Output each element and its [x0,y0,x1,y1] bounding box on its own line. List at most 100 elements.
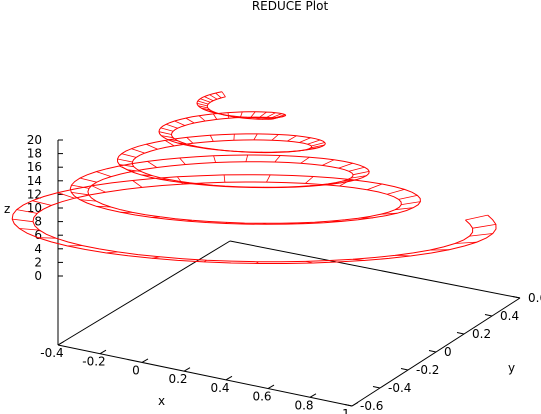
spiral-rung [350,175,367,179]
spiral-rung [209,94,218,100]
x-tick-mark [141,358,149,363]
spiral-rung [322,159,335,166]
spiral-rung [186,137,194,144]
spiral-rung [255,117,263,120]
spiral-rung [146,143,158,150]
x-tick-mark [183,367,191,372]
y-tick-label: 0.4 [500,309,519,323]
spiral-rung [287,135,297,142]
spiral-rung [177,142,187,145]
spiral-rung [131,148,145,154]
spiral-rung [348,166,365,172]
spiral-rung [132,180,143,188]
spiral-rung [342,179,358,182]
spiral-rung [177,176,184,185]
z-tick-label: 16 [27,160,42,174]
z-axis-label: z [4,202,10,216]
z-tick-label: 12 [27,187,42,201]
spiral-rung [221,91,226,98]
spiral-rung [271,134,279,141]
x-ticks: -0.4 -0.2 0 0.2 0.4 0.6 0.8 1 [40,341,359,414]
spiral-rung [117,158,133,163]
y-tick-label: 0.2 [472,327,491,341]
spiral-rung [239,111,243,118]
spiral-rung [255,261,259,264]
y-tick-mark [400,368,409,371]
spiral-rung [266,174,271,183]
spiral-rung [32,200,52,206]
spiral-rung [273,151,281,153]
y-ticks: -0.6 -0.4 -0.2 0 0.2 0.4 0.6 [344,291,541,413]
axes [57,140,521,407]
spiral-rung [259,111,267,118]
y-tick-mark [372,386,381,389]
spiral-rung [164,140,175,147]
back-y-axis-line [57,240,231,346]
spiral-rung [401,201,421,205]
x-axis-label: x [158,394,165,408]
spiral-rung [79,177,97,183]
y-tick-mark [428,350,437,353]
x-tick-mark [351,402,359,407]
spiral-rung [239,116,242,118]
spiral-rung [338,162,353,169]
spiral-rung [105,251,118,254]
spiral-rung [179,157,186,165]
x-tick-label: 0.2 [168,372,187,386]
spiral-rung [71,192,89,196]
spiral-rung [305,261,314,264]
spiral-rung [121,153,137,158]
spiral-rung [387,189,405,195]
spiral-rung [127,169,141,172]
z-tick-label: 2 [34,255,42,269]
spiral-rung [198,105,208,109]
x-tick-mark [225,375,233,381]
spiral-rung [119,165,132,172]
spiral-rung [215,92,222,99]
z-tick-label: 14 [27,174,42,188]
spiral-rung [185,117,195,124]
spiral-rung [472,224,496,229]
spiral-rung [198,115,206,122]
spiral-rung [79,199,97,202]
z-tick-label: 10 [27,201,42,215]
back-x-axis-line [229,240,521,299]
z-tick-label: 4 [34,242,42,256]
spiral-rung [161,135,174,139]
spiral-rung [366,183,383,191]
spiral-rung [196,103,208,107]
x-tick-label: 1 [342,407,350,414]
spiral-rung [197,100,209,105]
spiral-rung [19,228,40,231]
spiral-rung [213,155,216,163]
spiral-rung [297,222,306,224]
spiral-rung [151,216,160,218]
spiral-rung [204,96,214,102]
spiral-rung [398,195,418,200]
spiral-rung [261,117,271,120]
spiral-rung [96,205,111,208]
spiral-rung [311,142,325,147]
spiral-rung [298,149,310,152]
spiral-rung [247,117,253,119]
spiral-rung [71,184,90,189]
y-tick-label: -0.2 [416,363,439,377]
x-axis-line [57,344,353,407]
spiral-rung [253,133,258,141]
spiral-rung [167,139,179,142]
spiral-rung [395,207,414,211]
spiral-rung [16,209,38,214]
spiral-rung [57,192,75,199]
z-tick-label: 8 [34,215,42,229]
spiral-rung [212,113,218,120]
spiral-rung [165,123,178,129]
z-tick-label: 6 [34,228,42,242]
spiral-rung [221,114,225,116]
spiral-rung [299,137,311,143]
x-tick-mark [267,384,275,390]
chart-title: REDUCE Plot [252,0,329,13]
y-tick-mark [484,314,493,317]
spiral-rung [160,127,174,132]
x-tick-label: -0.2 [82,355,105,369]
